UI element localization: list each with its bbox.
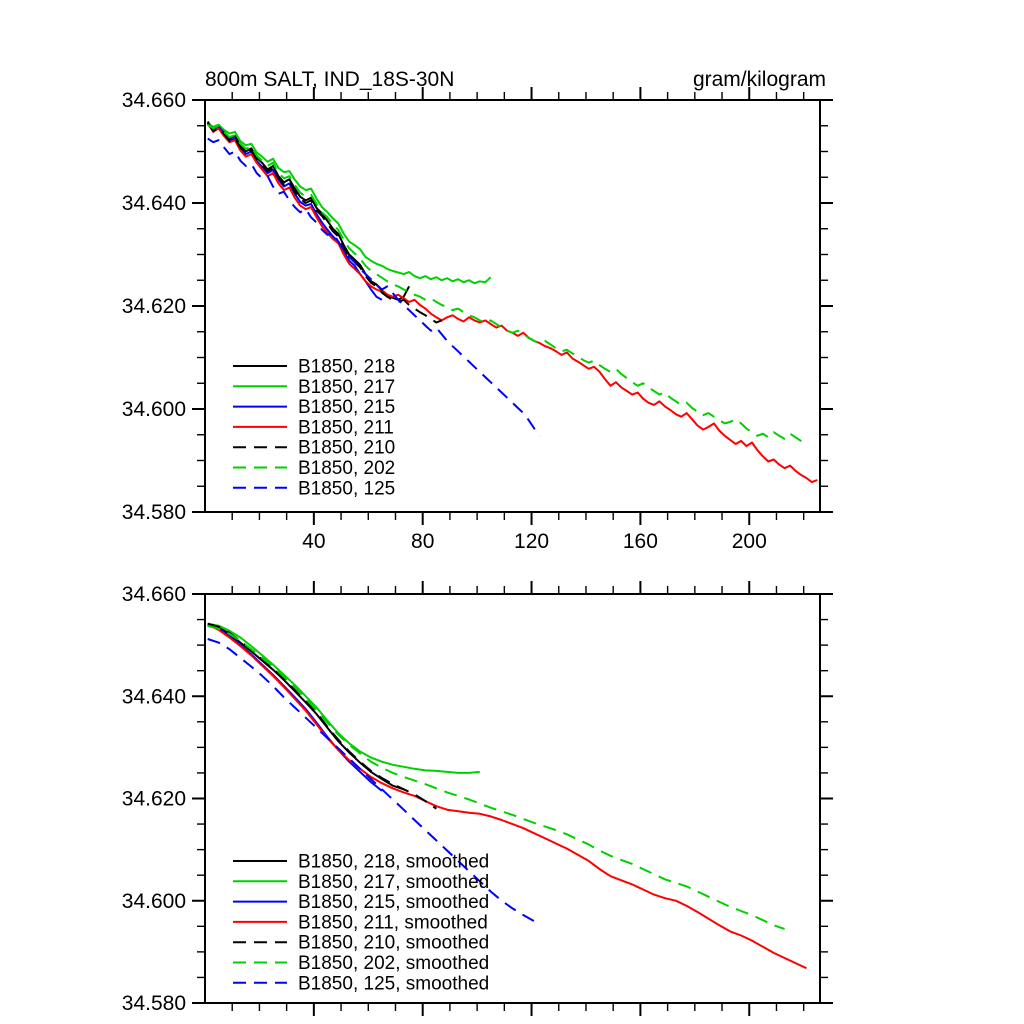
legend-label: B1850, 211, smoothed: [298, 912, 488, 933]
legend-item: B1850, 217, smoothed: [233, 872, 489, 893]
legend-label: B1850, 210: [298, 438, 395, 459]
legend-label: B1850, 217, smoothed: [298, 872, 489, 893]
legend-item: B1850, 125, smoothed: [233, 973, 489, 994]
series-line-raw-5: [207, 123, 807, 445]
series-line-smoothed-1: [207, 622, 480, 774]
panel-raw: 40 80 120 160 200 34.660 34.640 34.620 34.600 34.…: [122, 87, 833, 553]
figure-title: 800m SALT, IND_18S-30N: [205, 68, 454, 91]
series-line-smoothed-3: [207, 623, 807, 970]
legend-label: B1850, 202: [298, 458, 395, 479]
axis-ticks: [192, 581, 833, 1016]
legend-label: B1850, 202, smoothed: [298, 953, 489, 974]
x-tick-label: 80: [411, 530, 434, 553]
legend-label: B1850, 210, smoothed: [298, 933, 489, 954]
y-tick-label: 34.660: [122, 583, 186, 606]
y-tick-label: 34.600: [122, 398, 186, 421]
y-tick-label: 34.580: [122, 501, 186, 524]
legend-item: B1850, 202: [233, 458, 395, 479]
series-line-smoothed-6: [207, 638, 535, 923]
legend-label: B1850, 217: [298, 377, 395, 398]
panel-smoothed: 34.660 34.640 34.620 34.600 34.580 B1850, 218…: [122, 581, 833, 1016]
legend-item: B1850, 218: [233, 357, 395, 378]
axis-ticks: [192, 87, 833, 525]
legend-label: B1850, 215: [298, 397, 395, 418]
y-tick-label: 34.640: [122, 192, 186, 215]
legend-item: B1850, 210: [233, 438, 395, 459]
series-line-smoothed-5: [207, 624, 785, 930]
series-line-raw-4: [206, 122, 443, 324]
x-tick-label: 40: [302, 530, 325, 553]
x-tick-label: 160: [623, 530, 658, 553]
legend-item: B1850, 210, smoothed: [233, 933, 489, 954]
legend-item: B1850, 211, smoothed: [233, 912, 488, 933]
series-line-raw-1: [207, 122, 492, 285]
legend-item: B1850, 125: [233, 478, 395, 499]
y-tick-label: 34.580: [122, 992, 186, 1015]
series-line-raw-0: [206, 121, 410, 301]
y-tick-label: 34.620: [122, 295, 186, 318]
legend-item: B1850, 211: [233, 417, 394, 438]
legend-label: B1850, 215, smoothed: [298, 892, 489, 913]
legend-item: B1850, 217: [233, 377, 395, 398]
legend-item: B1850, 202, smoothed: [233, 953, 489, 974]
legend-label: B1850, 125: [298, 478, 395, 499]
y-tick-label: 34.620: [122, 788, 186, 811]
panels-group: 40 80 120 160 20034.66034.64034.62034.60034.…: [122, 87, 833, 1016]
y-tick-label: 34.600: [122, 890, 186, 913]
legend-label: B1850, 125, smoothed: [298, 973, 489, 994]
legend-item: B1850, 215, smoothed: [233, 892, 489, 913]
x-tick-label: 200: [732, 530, 767, 553]
series-line-raw-6: [207, 137, 541, 437]
figure-units-label: gram/kilogram: [693, 68, 826, 91]
x-tick-label: 120: [514, 530, 549, 553]
legend-label: B1850, 218, smoothed: [298, 852, 489, 873]
legend-label: B1850, 218: [298, 357, 395, 378]
y-tick-label: 34.640: [122, 685, 186, 708]
legend-item: B1850, 218, smoothed: [233, 852, 489, 873]
legend-item: B1850, 215: [233, 397, 395, 418]
y-tick-label: 34.660: [122, 89, 186, 112]
legend-label: B1850, 211: [298, 417, 394, 438]
